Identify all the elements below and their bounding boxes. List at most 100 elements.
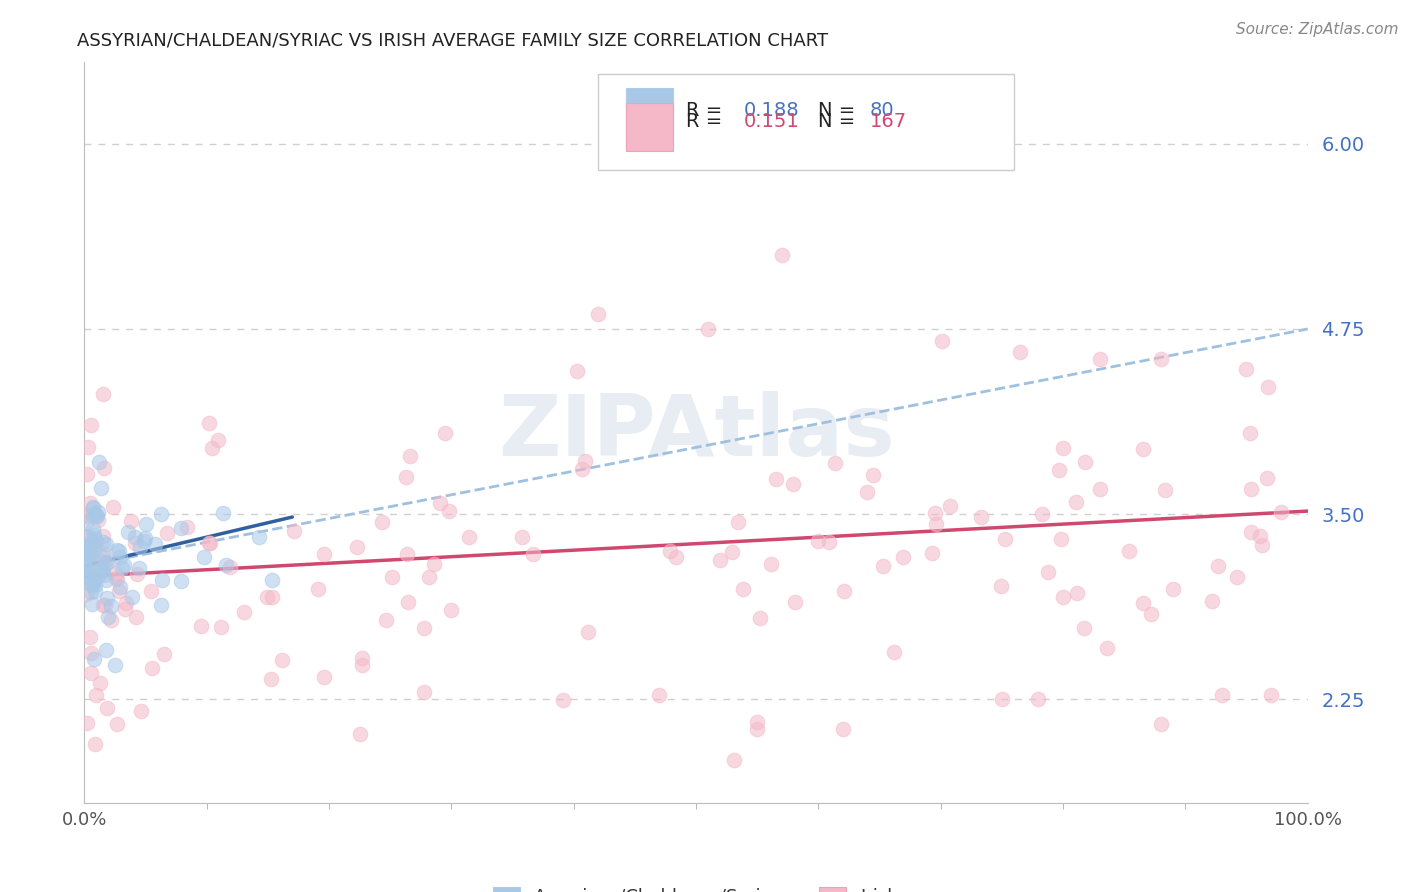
- Point: [150, 507, 173, 521]
- Text: 167: 167: [870, 112, 907, 131]
- Point: [433, 425, 456, 440]
- Point: [141, 661, 163, 675]
- Point: [82, 508, 104, 522]
- Point: [921, 546, 943, 560]
- Point: [574, 454, 596, 468]
- Point: [83, 538, 105, 552]
- Point: [82, 522, 104, 536]
- Point: [924, 506, 946, 520]
- Point: [1049, 533, 1071, 547]
- Point: [93, 461, 115, 475]
- Point: [80, 647, 103, 661]
- Point: [93, 529, 115, 543]
- Point: [1251, 538, 1274, 552]
- Point: [84, 578, 107, 592]
- Point: [215, 558, 238, 572]
- Point: [398, 449, 420, 463]
- Point: [77, 565, 100, 579]
- Point: [990, 579, 1012, 593]
- Point: [1074, 455, 1097, 469]
- Point: [413, 685, 436, 699]
- Point: [761, 558, 783, 572]
- Point: [86, 513, 108, 527]
- Point: [121, 590, 143, 604]
- Point: [190, 619, 212, 633]
- Point: [124, 530, 146, 544]
- Point: [1161, 582, 1184, 597]
- Point: [86, 509, 108, 524]
- Point: [90, 481, 112, 495]
- Point: [107, 717, 129, 731]
- Point: [893, 550, 915, 565]
- Point: [831, 722, 853, 736]
- Point: [96, 643, 118, 657]
- Point: [105, 543, 128, 558]
- Point: [872, 558, 894, 573]
- Text: N =: N =: [818, 101, 862, 120]
- Point: [91, 549, 114, 564]
- Point: [429, 495, 451, 509]
- Point: [198, 417, 221, 431]
- Point: [782, 476, 804, 491]
- Point: [381, 570, 404, 584]
- Point: [91, 535, 114, 549]
- Point: [134, 533, 156, 548]
- Point: [114, 596, 136, 610]
- Point: [89, 564, 111, 578]
- Point: [201, 441, 224, 455]
- Point: [198, 536, 221, 550]
- Point: [91, 599, 114, 613]
- Point: [1028, 692, 1050, 706]
- Point: [87, 506, 110, 520]
- Point: [370, 515, 392, 529]
- Point: [91, 546, 114, 560]
- Point: [84, 737, 107, 751]
- Point: [350, 657, 373, 672]
- Point: [76, 467, 98, 482]
- Point: [104, 658, 127, 673]
- Point: [219, 560, 242, 574]
- Point: [576, 624, 599, 639]
- Point: [723, 753, 745, 767]
- Point: [924, 516, 946, 531]
- Point: [1010, 344, 1032, 359]
- Point: [90, 554, 112, 568]
- Point: [124, 535, 146, 549]
- Point: [1064, 495, 1087, 509]
- Point: [697, 322, 720, 336]
- Point: [90, 560, 112, 574]
- Point: [75, 587, 97, 601]
- Point: [260, 672, 283, 686]
- Point: [84, 508, 107, 523]
- Point: [709, 553, 731, 567]
- Point: [765, 472, 787, 486]
- Point: [82, 500, 104, 515]
- Point: [938, 499, 960, 513]
- Point: [1206, 559, 1229, 574]
- Point: [283, 524, 305, 538]
- Point: [659, 543, 682, 558]
- Point: [80, 535, 103, 549]
- Point: [134, 531, 156, 545]
- Point: [731, 582, 754, 596]
- Point: [176, 520, 198, 534]
- Point: [83, 574, 105, 588]
- Point: [207, 434, 229, 448]
- Point: [396, 595, 419, 609]
- Point: [83, 652, 105, 666]
- Point: [586, 307, 609, 321]
- Point: [824, 456, 846, 470]
- Point: [97, 610, 120, 624]
- Point: [1240, 483, 1263, 497]
- Text: N =: N =: [818, 112, 862, 131]
- Point: [90, 562, 112, 576]
- Point: [260, 573, 283, 587]
- Point: [510, 530, 533, 544]
- Point: [84, 583, 107, 598]
- Point: [418, 570, 440, 584]
- Point: [349, 727, 371, 741]
- Point: [80, 547, 103, 561]
- Point: [83, 572, 105, 586]
- Point: [79, 576, 101, 591]
- Point: [105, 572, 128, 586]
